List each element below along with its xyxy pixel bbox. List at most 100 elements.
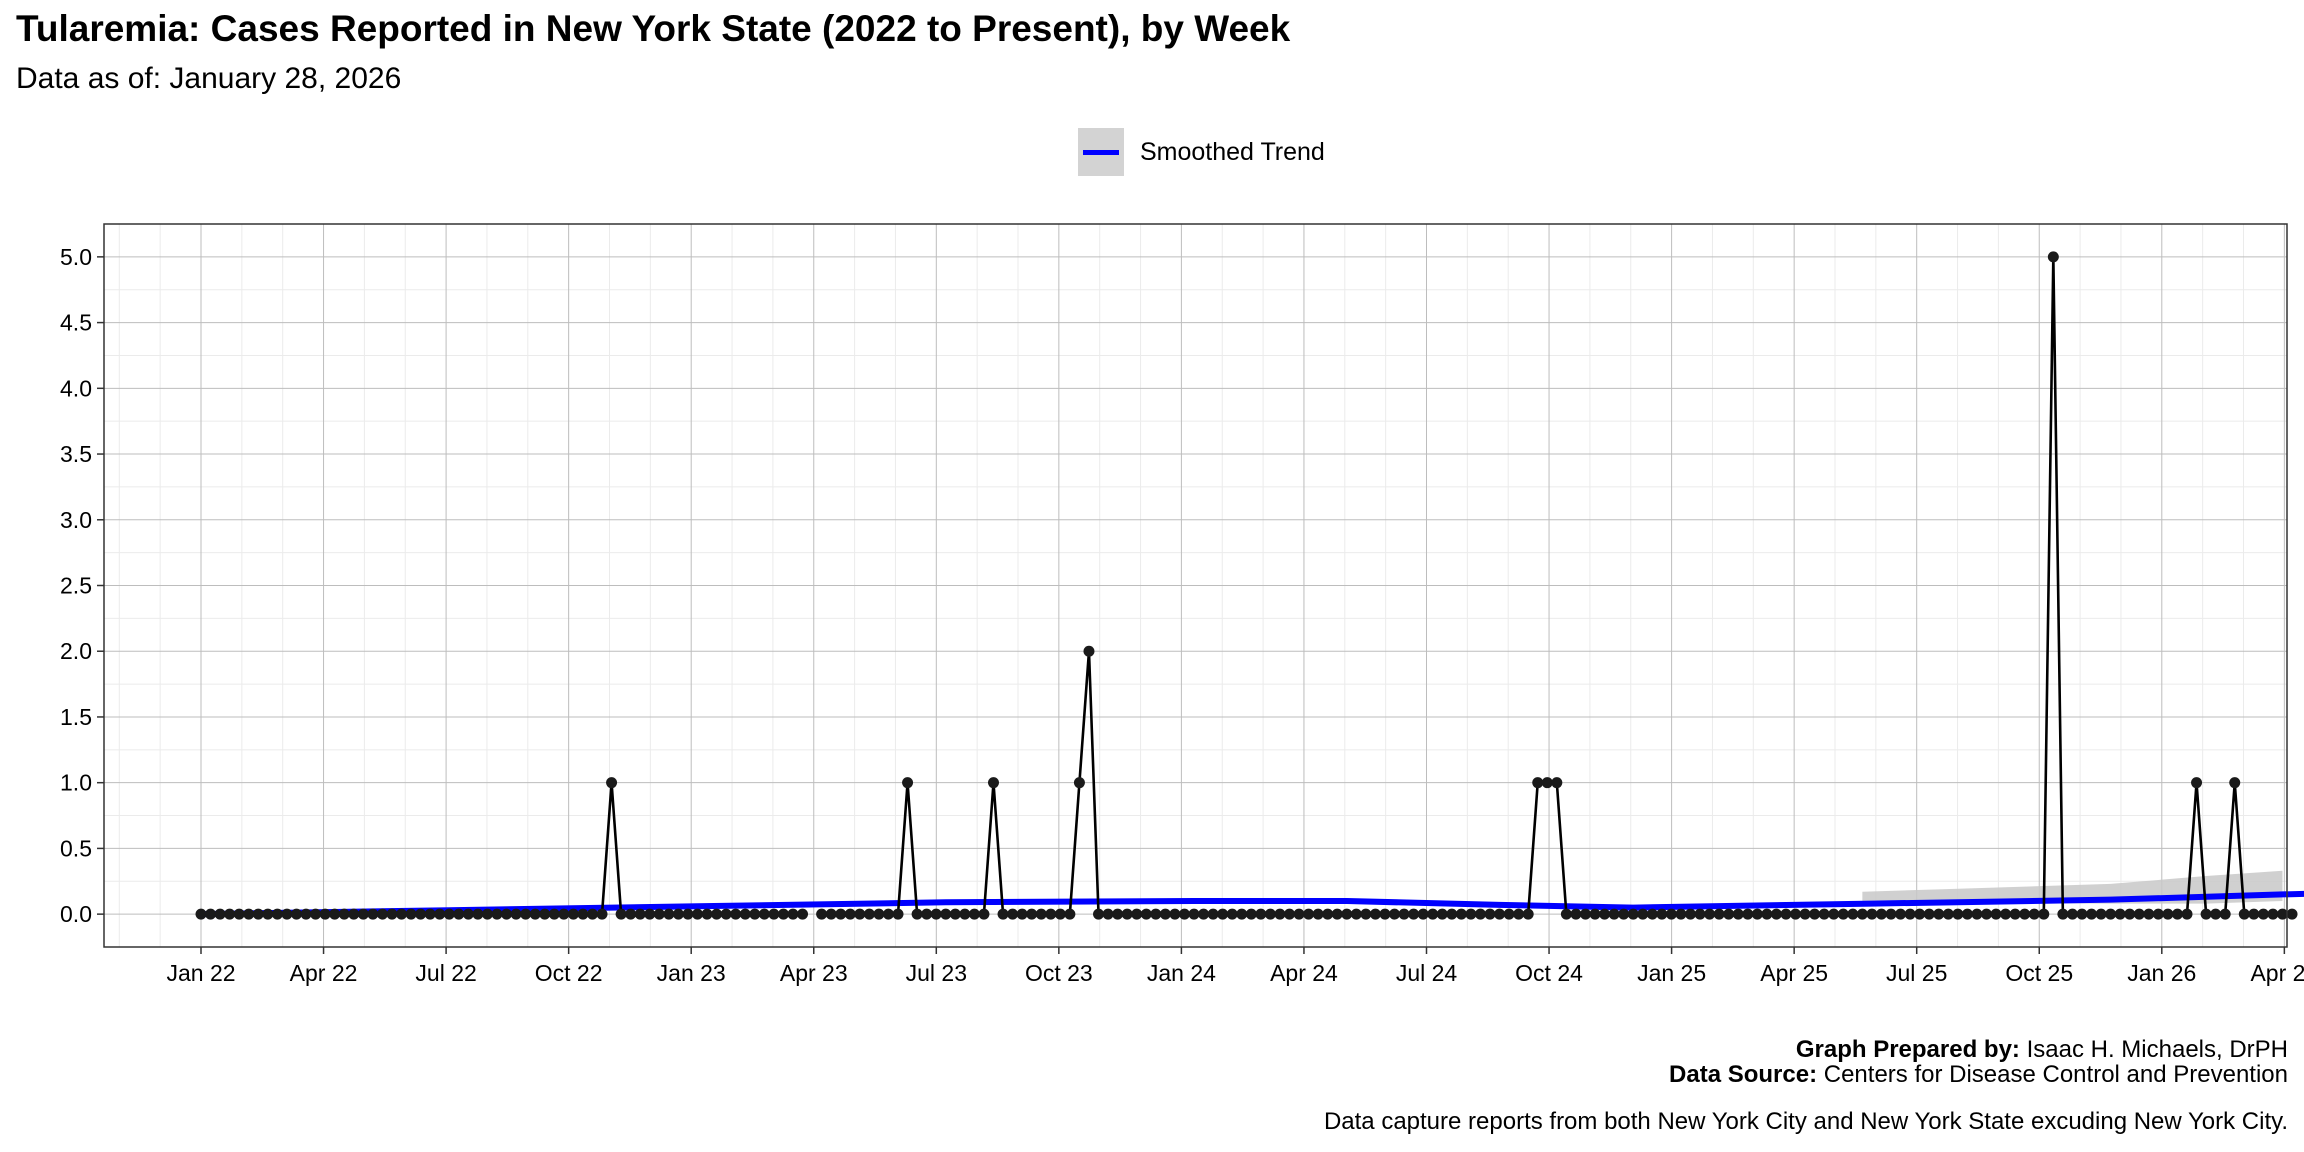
data-point [959, 908, 971, 920]
legend-label: Smoothed Trend [1140, 137, 1325, 166]
data-point [405, 908, 417, 920]
data-point [692, 908, 703, 920]
data-point [1283, 908, 1295, 920]
data-point [1331, 908, 1343, 920]
data-point [558, 908, 570, 920]
data-point [634, 908, 646, 920]
data-point [1627, 908, 1639, 920]
data-point [376, 908, 388, 920]
data-point [1761, 908, 1773, 920]
data-point [1303, 908, 1315, 920]
data-point [2038, 908, 2050, 920]
data-point [1809, 908, 1821, 920]
data-point [1379, 908, 1391, 920]
data-point [1551, 777, 1563, 789]
data-point [1933, 908, 1945, 920]
data-point [596, 908, 608, 920]
data-point [1026, 908, 1038, 920]
x-tick-label: Jul 22 [415, 960, 476, 986]
data-point [1885, 908, 1897, 920]
data-point [415, 908, 427, 920]
data-point [787, 908, 799, 920]
data-point [2057, 908, 2069, 920]
data-point [2105, 908, 2117, 920]
data-point [1608, 908, 1620, 920]
y-tick-label: 2.5 [60, 573, 92, 599]
data-point [1293, 908, 1305, 920]
data-point [310, 908, 322, 920]
data-point [2000, 908, 2012, 920]
data-point [1790, 908, 1802, 920]
data-point [586, 908, 598, 920]
data-point [510, 908, 522, 920]
data-point [672, 908, 684, 920]
data-point [1675, 908, 1687, 920]
data-point [1016, 908, 1028, 920]
y-tick-label: 0.5 [60, 835, 92, 861]
data-point [1847, 908, 1859, 920]
data-point [1541, 777, 1553, 789]
data-point [1007, 908, 1019, 920]
data-point [1159, 908, 1171, 920]
data-point [1474, 908, 1486, 920]
data-point [921, 908, 933, 920]
data-point [2257, 908, 2269, 920]
data-point [1389, 908, 1401, 920]
data-point [882, 908, 894, 920]
x-tick-label: Apr 25 [1760, 960, 1828, 986]
data-point [1961, 908, 1973, 920]
data-point [290, 908, 302, 920]
data-point [567, 908, 579, 920]
data-point [1398, 908, 1410, 920]
data-point [329, 908, 341, 920]
footer-note: Data capture reports from both New York … [1323, 1108, 2288, 1135]
smoothed-trend-line [200, 890, 2304, 918]
data-point [1169, 908, 1181, 920]
data-point [396, 908, 408, 920]
x-tick-label: Jul 24 [1396, 960, 1458, 986]
y-tick-label: 1.5 [60, 704, 92, 730]
data-point [1646, 908, 1658, 920]
data-point [1866, 908, 1878, 920]
x-tick-label: Jan 25 [1637, 960, 1706, 986]
data-point [252, 908, 264, 920]
data-point [1341, 908, 1353, 920]
data-point [1570, 908, 1582, 920]
data-point [1704, 908, 1716, 920]
data-point [1780, 908, 1792, 920]
data-point [214, 908, 226, 920]
data-point [1723, 908, 1735, 920]
data-point [663, 908, 675, 920]
data-point [300, 908, 312, 920]
x-tick-label: Jul 23 [906, 960, 967, 986]
data-point [1618, 908, 1630, 920]
data-point [529, 908, 541, 920]
data-point [2191, 777, 2203, 789]
data-point [1045, 908, 1057, 920]
data-point [940, 908, 952, 920]
data-point [1904, 908, 1916, 920]
data-point [606, 777, 618, 789]
data-point [262, 908, 274, 920]
data-point [615, 908, 627, 920]
data-point [1217, 908, 1229, 920]
data-point [987, 777, 999, 789]
data-point [2019, 908, 2031, 920]
data-point [2066, 908, 2078, 920]
data-point [348, 908, 360, 920]
data-point [1799, 908, 1811, 920]
data-point [2114, 908, 2126, 920]
data-point [1923, 908, 1935, 920]
data-point [233, 908, 245, 920]
data-point [2162, 908, 2174, 920]
data-point [1828, 908, 1840, 920]
data-point [835, 908, 847, 920]
data-point [701, 908, 713, 920]
data-point [1236, 908, 1248, 920]
data-point [1694, 908, 1706, 920]
data-point [577, 908, 589, 920]
data-point [1035, 908, 1047, 920]
data-point [195, 908, 207, 920]
data-point [2248, 908, 2260, 920]
data-point [758, 908, 770, 920]
